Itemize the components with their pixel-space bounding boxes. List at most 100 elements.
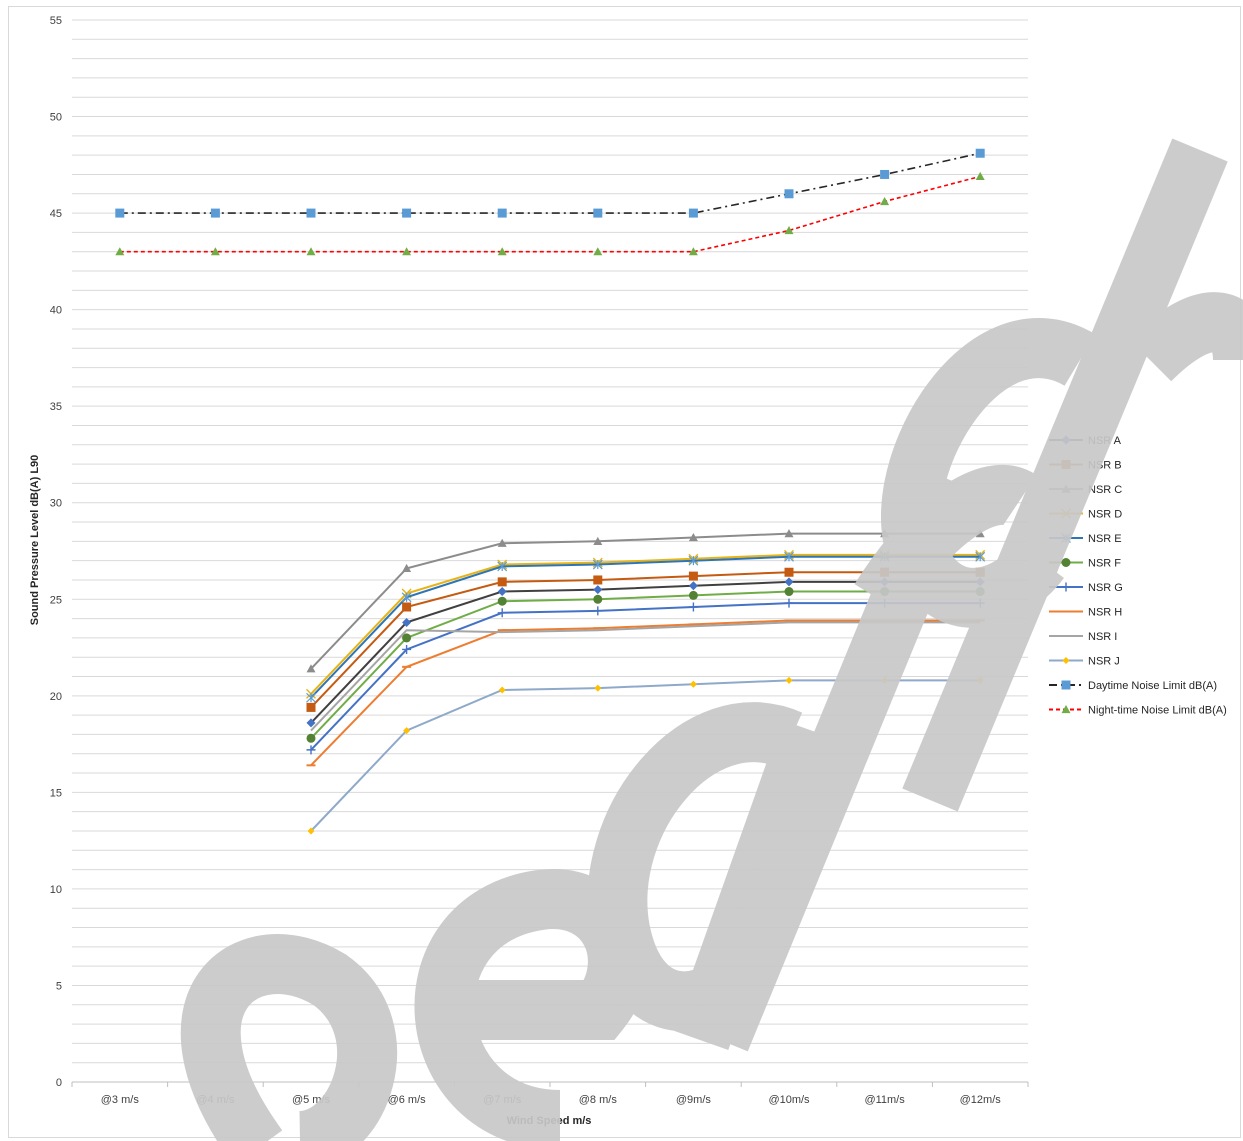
- y-tick-label: 25: [50, 594, 62, 606]
- x-tick-label: @3 m/s: [101, 1094, 140, 1106]
- data-point: [115, 208, 125, 218]
- data-point: [593, 208, 603, 218]
- data-point: [593, 585, 603, 595]
- data-point: [688, 590, 698, 600]
- legend-item: NSR E: [1049, 533, 1122, 545]
- data-point: [975, 577, 985, 587]
- data-point: [784, 567, 794, 577]
- data-point: [688, 208, 698, 218]
- legend-item: NSR F: [1049, 558, 1121, 570]
- legend-marker: [1061, 460, 1071, 469]
- legend-label: NSR B: [1088, 460, 1122, 472]
- data-point: [307, 827, 315, 835]
- data-point: [593, 575, 603, 585]
- x-tick-label: @7 m/s: [483, 1094, 522, 1106]
- legend-label: NSR G: [1088, 582, 1123, 594]
- data-point: [497, 247, 507, 256]
- data-point: [785, 676, 793, 684]
- data-point: [497, 561, 508, 572]
- series-nsr-a: [306, 577, 985, 728]
- legend-marker: [1061, 680, 1071, 690]
- legend-label: NSR J: [1088, 656, 1120, 668]
- data-point: [498, 686, 506, 694]
- series-line: [310, 619, 981, 766]
- legend-item: NSR D: [1049, 509, 1122, 521]
- data-point: [689, 680, 697, 688]
- data-point: [306, 247, 316, 256]
- x-tick-label: @11m/s: [864, 1094, 905, 1106]
- data-point: [593, 606, 603, 616]
- data-point: [210, 208, 220, 218]
- legend-label: NSR E: [1088, 533, 1122, 545]
- data-point: [402, 617, 412, 627]
- legend-marker: [1061, 435, 1071, 445]
- y-tick-label: 10: [50, 884, 62, 896]
- legend-label: NSR C: [1088, 484, 1122, 496]
- x-tick-label: @5 m/s: [292, 1094, 331, 1106]
- legend-item: NSR J: [1049, 656, 1120, 668]
- data-point: [975, 567, 985, 577]
- data-point: [306, 692, 316, 703]
- data-point: [975, 171, 985, 181]
- legend-label: NSR I: [1088, 631, 1117, 643]
- y-tick-label: 20: [50, 691, 62, 703]
- x-axis-title: Wind Speed m/s: [507, 1115, 592, 1127]
- x-tick-label: @8 m/s: [579, 1094, 618, 1106]
- data-point: [975, 598, 985, 608]
- legend-label: NSR A: [1088, 435, 1122, 447]
- data-point: [880, 577, 890, 587]
- series-line: [119, 152, 981, 214]
- x-tick-label: @10m/s: [768, 1094, 810, 1106]
- legend-item: NSR H: [1049, 607, 1122, 619]
- data-point: [402, 602, 412, 612]
- data-point: [306, 745, 316, 755]
- legend-item: NSR A: [1049, 435, 1122, 447]
- legend-item: Daytime Noise Limit dB(A): [1049, 680, 1217, 692]
- legend-item: NSR C: [1049, 484, 1122, 496]
- series-line: [310, 553, 981, 695]
- legend-item: NSR I: [1049, 631, 1117, 643]
- data-point: [880, 567, 890, 577]
- data-point: [402, 644, 412, 654]
- series-daytime-noise-limit-db-a: [115, 148, 985, 218]
- data-point: [975, 148, 985, 158]
- y-tick-label: 0: [56, 1077, 62, 1089]
- legend-item: Night-time Noise Limit dB(A): [1049, 705, 1227, 717]
- legend-marker: [1061, 705, 1071, 714]
- legend-marker: [1061, 558, 1071, 567]
- x-tick-label: @12m/s: [960, 1094, 1002, 1106]
- data-point: [784, 587, 794, 597]
- data-point: [592, 559, 603, 570]
- y-tick-label: 30: [50, 498, 62, 510]
- legend-label: Night-time Noise Limit dB(A): [1088, 705, 1227, 717]
- data-point: [402, 563, 412, 572]
- data-point: [784, 598, 794, 608]
- data-point: [975, 587, 985, 597]
- data-point: [306, 664, 316, 673]
- series-nsr-h: [306, 619, 985, 767]
- data-point: [497, 208, 507, 218]
- data-point: [593, 536, 603, 545]
- data-point: [402, 247, 412, 256]
- data-point: [497, 608, 507, 618]
- data-point: [497, 577, 507, 587]
- data-point: [880, 598, 890, 608]
- data-point: [880, 587, 890, 597]
- x-axis-ticks: @3 m/s @4 m/s @5 m/s @6 m/s @7 m/s @8 m/s @9m/…: [101, 1094, 1001, 1106]
- data-point: [497, 587, 507, 597]
- data-point: [402, 633, 412, 643]
- y-tick-label: 45: [50, 208, 62, 220]
- legend-label: NSR H: [1088, 607, 1122, 619]
- data-point: [976, 676, 984, 684]
- data-point: [403, 727, 411, 735]
- legend-item: NSR G: [1049, 582, 1123, 594]
- data-point: [210, 247, 220, 256]
- y-tick-label: 35: [50, 401, 62, 413]
- data-point: [115, 247, 125, 256]
- data-point: [401, 592, 412, 603]
- data-point: [594, 684, 602, 692]
- y-axis-ticks: 0 5 10 15 20 25 30 35 40 45 50 55: [50, 15, 62, 1089]
- data-point: [306, 733, 316, 743]
- data-point: [784, 577, 794, 587]
